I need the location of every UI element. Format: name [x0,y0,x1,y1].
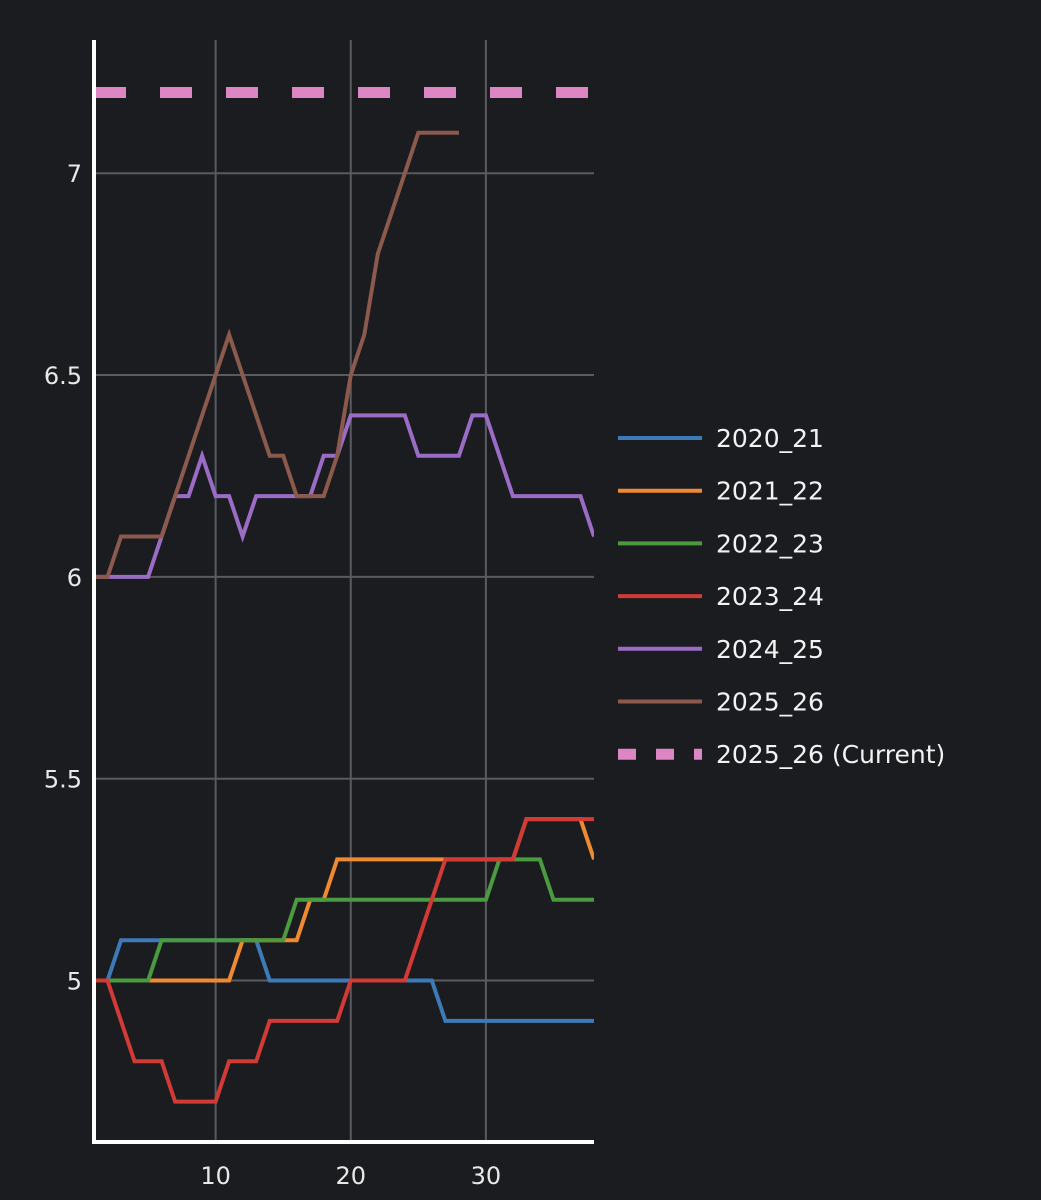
legend-label: 2020_21 [716,424,824,453]
legend-item-2020-21[interactable]: 2020_21 [618,424,824,453]
series-line-2024-25 [94,413,594,579]
series-line-2025-26 [94,130,459,579]
legend-label: 2025_26 (Current) [716,740,945,769]
legend-item-2021-22[interactable]: 2021_22 [618,477,824,506]
legend-item-2024-25[interactable]: 2024_25 [618,635,824,664]
legend-item-2022-23[interactable]: 2022_23 [618,529,824,558]
axes [92,40,594,1144]
series-line-2022-23 [94,857,594,983]
legend-label: 2023_24 [716,582,824,611]
legend-item-2025-26[interactable]: 2025_26 [618,688,824,717]
y-tick-label: 6 [67,564,82,592]
legend-item-2023-24[interactable]: 2023_24 [618,582,824,611]
tick-labels: 5 5.5 6 6.5 7 10 20 30 [44,160,501,1190]
grid [94,40,594,1142]
legend-item-2025-26-current[interactable]: 2025_26 (Current) [618,740,945,769]
y-tick-label: 7 [67,160,82,188]
legend-label: 2021_22 [716,477,824,506]
legend-label: 2022_23 [716,529,824,558]
y-tick-label: 6.5 [44,362,82,390]
y-tick-label: 5 [67,968,82,996]
legend-label: 2024_25 [716,635,824,664]
y-tick-label: 5.5 [44,766,82,794]
legend-label: 2025_26 [716,688,824,717]
series-group [94,87,594,1104]
x-tick-label: 30 [471,1162,502,1190]
legend[interactable]: 2020_21 2021_22 2022_23 2023_24 2024_25 2025_… [618,424,945,769]
series-line-2023-24 [94,817,594,1104]
x-tick-label: 10 [200,1162,231,1190]
x-tick-label: 20 [335,1162,366,1190]
